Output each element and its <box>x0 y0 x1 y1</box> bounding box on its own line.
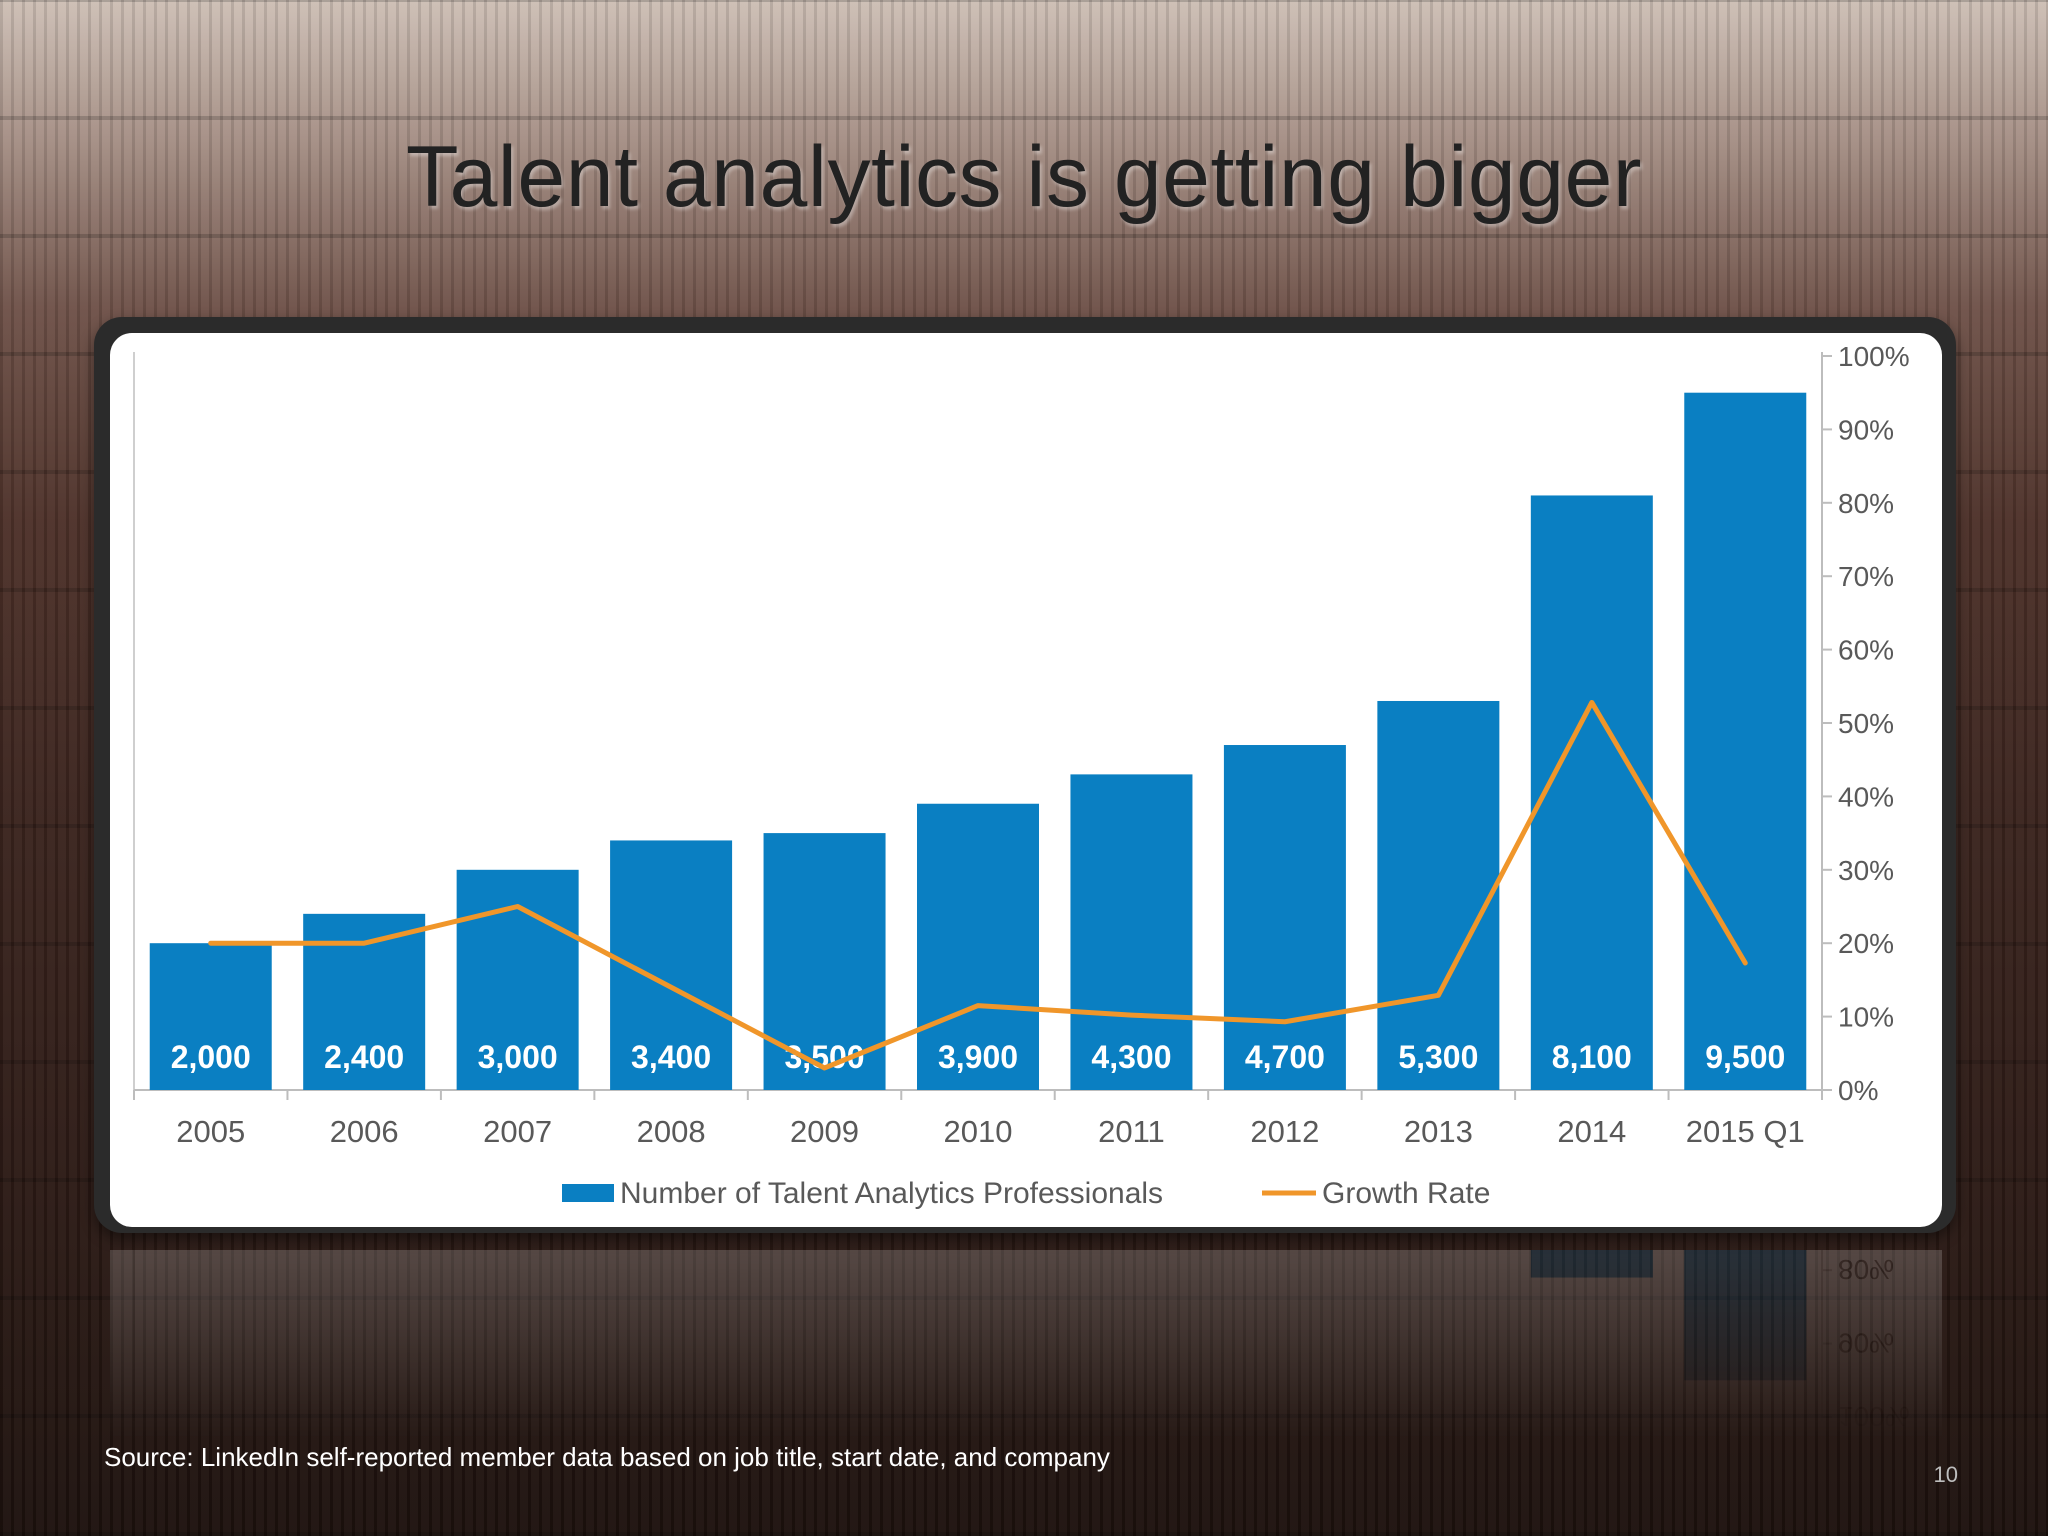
x-tick-label: 2007 <box>483 1114 552 1149</box>
bar-data-label: 4,700 <box>1245 1039 1325 1075</box>
bar <box>1223 745 1346 1090</box>
bar-data-label: 9,500 <box>1705 1039 1785 1075</box>
bar <box>1530 1250 1653 1278</box>
page-number: 10 <box>1933 1462 1958 1487</box>
bar-data-label: 3,900 <box>938 1039 1018 1075</box>
y-tick-label: 0% <box>1838 1075 1878 1106</box>
chart-reflection: 2,0002,4003,0003,4003,5003,9004,3004,700… <box>110 1250 1942 1440</box>
y-tick-label: 80% <box>1838 1254 1894 1285</box>
y-tick-label: 60% <box>1838 635 1894 666</box>
bar-series <box>1530 1250 1807 1381</box>
chart-panel: 2,000 2,400 3,000 3,400 3,500 3,900 4,300 4,700… <box>110 333 1942 1227</box>
growth-rate-line <box>208 699 1748 1071</box>
chart-reflection-copy: 2,0002,4003,0003,4003,5003,9004,3004,700… <box>133 1250 1910 1432</box>
x-tick-label: 2005 <box>176 1114 245 1149</box>
bar <box>1070 774 1193 1090</box>
y-tick-label: 20% <box>1838 928 1894 959</box>
x-tick-label: 2013 <box>1404 1114 1473 1149</box>
bar-data-label: 5,300 <box>1398 1039 1478 1075</box>
chart-legend: Number of Talent Analytics Professionals… <box>562 1177 1490 1210</box>
y-tick-label: 50% <box>1838 708 1894 739</box>
slide-title: Talent analytics is getting bigger <box>405 129 1643 225</box>
y-tick-label: 40% <box>1838 781 1894 812</box>
x-tick-label: 2012 <box>1250 1114 1319 1149</box>
y-tick-label: 100% <box>1838 341 1910 372</box>
x-tick-label: 2015 Q1 <box>1686 1114 1805 1149</box>
chart-axes <box>133 1250 1832 1421</box>
y-tick-label: 80% <box>1838 488 1894 519</box>
bar-data-label: 4,300 <box>1091 1039 1171 1075</box>
x-tick-label: 2010 <box>944 1114 1013 1149</box>
bar-series <box>149 392 1807 1090</box>
y-axis-right-tick-labels: 0%10%20%30%40%50%60%70%80%90%100% <box>1838 1254 1910 1432</box>
bar <box>149 943 272 1090</box>
legend-label-line: Growth Rate <box>1322 1177 1490 1210</box>
y-tick-label: 90% <box>1838 1328 1894 1359</box>
chart: 2,000 2,400 3,000 3,400 3,500 3,900 4,300 4,700… <box>133 341 1910 1210</box>
bar-data-label: 3,000 <box>478 1039 558 1075</box>
x-tick-label: 2011 <box>1098 1114 1165 1149</box>
bar <box>1684 1250 1807 1381</box>
y-tick-label: 30% <box>1838 855 1894 886</box>
bar-data-label: 2,400 <box>324 1039 404 1075</box>
x-axis-tick-labels: 2005 2006 2007 2008 2009 2010 2011 2012 2013 2014… <box>176 1114 1804 1149</box>
y-tick-label: 100% <box>1838 1401 1910 1432</box>
legend-swatch-bars <box>562 1184 614 1202</box>
y-axis-right-tick-labels: 0% 10% 20% 30% 40% 50% 60% 70% 80% 90% 100% <box>1838 341 1910 1106</box>
bar <box>1684 392 1807 1090</box>
growth-rate-series <box>208 699 1748 1071</box>
source-note: Source: LinkedIn self-reported member da… <box>104 1442 1110 1472</box>
bar-data-label: 2,000 <box>171 1039 251 1075</box>
bar-data-labels: 2,000 2,400 3,000 3,400 3,500 3,900 4,300 4,700… <box>171 1039 1786 1075</box>
bar <box>1377 700 1500 1090</box>
bar <box>917 803 1039 1090</box>
x-tick-label: 2009 <box>790 1114 859 1149</box>
bar-data-label: 8,100 <box>1552 1039 1632 1075</box>
legend-label-bars: Number of Talent Analytics Professionals <box>620 1177 1163 1210</box>
x-tick-label: 2008 <box>637 1114 706 1149</box>
x-tick-label: 2014 <box>1557 1114 1626 1149</box>
y-tick-label: 90% <box>1838 414 1894 445</box>
y-tick-label: 10% <box>1838 1002 1894 1033</box>
bar-data-label: 3,400 <box>631 1039 711 1075</box>
bar <box>1530 495 1653 1090</box>
x-tick-label: 2006 <box>330 1114 399 1149</box>
y-tick-label: 70% <box>1838 561 1894 592</box>
